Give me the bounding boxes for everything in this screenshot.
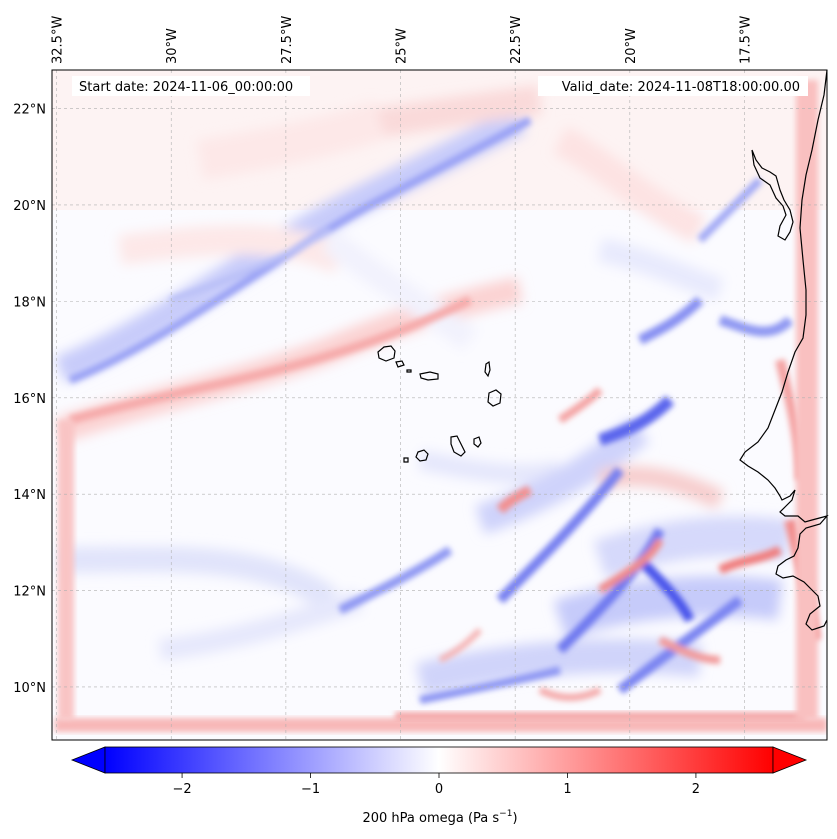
latitude-label: 16°N	[13, 392, 46, 407]
island-fogo	[415, 449, 429, 462]
latitude-label: 18°N	[13, 295, 46, 310]
start-date-box	[72, 76, 310, 96]
longitude-label: 30°W	[165, 28, 180, 64]
colorbar-label: 200 hPa omega (Pa s−1)	[362, 809, 517, 826]
valid-date-box	[538, 76, 808, 96]
longitude-label: 32.5°W	[51, 16, 66, 64]
colorbar: −2 −1 0 1 2 200 hPa omega (Pa s−1)	[70, 746, 808, 826]
island-santiago	[450, 435, 466, 457]
colorbar-tick-label: 1	[563, 782, 571, 797]
longitude-label: 22.5°W	[509, 16, 524, 64]
colorbar-label-close: )	[512, 811, 517, 826]
colorbar-extend-high	[772, 746, 808, 774]
island-maio	[473, 436, 482, 448]
island-brava	[403, 457, 409, 463]
longitude-labels: 32.5°W 30°W 27.5°W 25°W 22.5°W 20°W 17.5°W	[51, 16, 754, 64]
latitude-label: 10°N	[13, 681, 46, 696]
colorbar-label-text: 200 hPa omega (Pa s	[362, 811, 499, 826]
island-sao-nicolau	[419, 371, 439, 381]
colorbar-gradient	[104, 746, 774, 774]
island-santa-luzia	[406, 369, 412, 373]
colorbar-tick-label: −2	[172, 782, 191, 797]
start-date-label: Start date: 2024-11-06_00:00:00	[79, 80, 293, 95]
map-frame	[51, 69, 828, 741]
valid-date-label: Valid_date: 2024-11-08T18:00:00.00	[562, 80, 800, 95]
longitude-label: 20°W	[624, 28, 639, 64]
colorbar-ticks: −2 −1 0 1 2	[172, 773, 700, 797]
longitude-label: 27.5°W	[280, 16, 295, 64]
colorbar-label-exponent: −1	[499, 809, 512, 819]
latitude-labels: 22°N 20°N 18°N 16°N 14°N 12°N 10°N	[13, 103, 46, 696]
african-coastline	[739, 69, 829, 631]
island-sao-vicente	[395, 360, 405, 368]
map-gridlines	[52, 70, 827, 740]
omega-map-panel: Start date: 2024-11-06_00:00:00 Valid_da…	[13, 16, 829, 741]
omega-field-broad	[54, 85, 793, 697]
omega-field-detail	[68, 116, 821, 704]
island-santo-antao	[377, 345, 396, 362]
latitude-label: 12°N	[13, 585, 46, 600]
latitude-label: 22°N	[13, 103, 46, 118]
longitude-label: 17.5°W	[738, 16, 753, 64]
island-sal	[484, 360, 491, 378]
coast-inlet	[751, 149, 794, 241]
longitude-label: 25°W	[395, 28, 410, 64]
colorbar-tick-label: 2	[692, 782, 700, 797]
latitude-label: 20°N	[13, 199, 46, 214]
coastline	[377, 69, 829, 631]
latitude-label: 14°N	[13, 488, 46, 503]
colorbar-extend-low	[70, 746, 106, 774]
colorbar-tick-label: 0	[435, 782, 443, 797]
island-boa-vista	[487, 389, 502, 407]
colorbar-tick-label: −1	[301, 782, 320, 797]
